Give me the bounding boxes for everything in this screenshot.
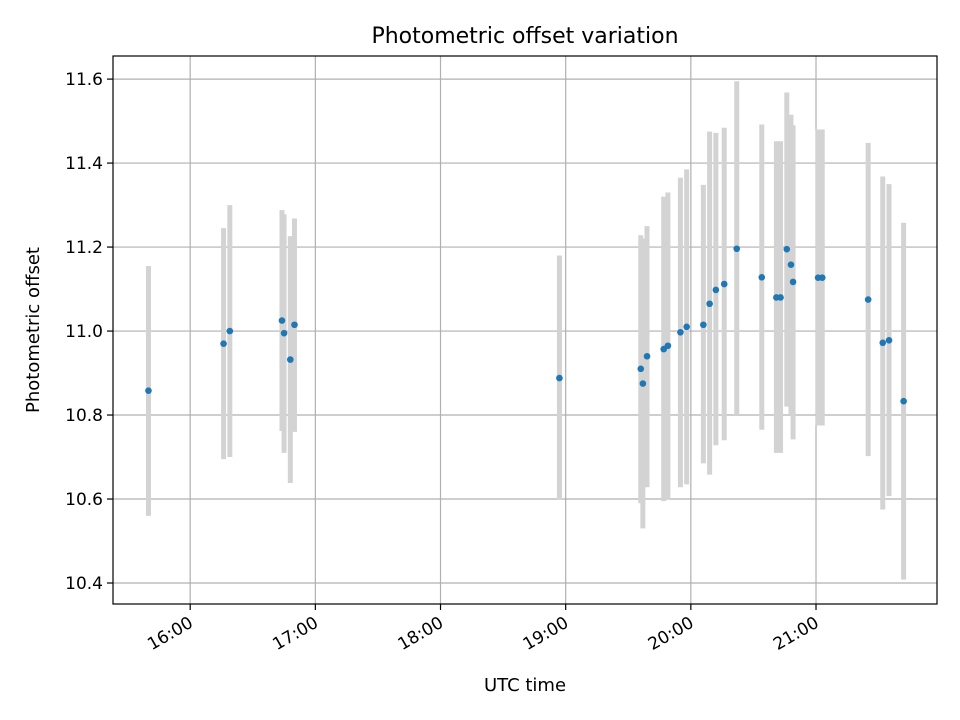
data-point <box>643 352 651 360</box>
data-point <box>818 274 826 282</box>
y-axis-label: Photometric offset <box>23 247 44 413</box>
grid <box>113 56 937 604</box>
data-point <box>664 342 672 350</box>
y-tick-label: 11.2 <box>65 238 103 258</box>
data-point <box>720 280 728 288</box>
x-tick-label: 17:00 <box>269 613 321 655</box>
y-tick-label: 11.4 <box>65 154 103 174</box>
data-point <box>900 397 907 405</box>
data-point <box>712 286 720 294</box>
data-point <box>145 387 152 394</box>
data-point <box>706 300 713 308</box>
data-point <box>226 327 234 335</box>
data-point <box>677 329 684 336</box>
x-tick-label: 16:00 <box>144 613 196 655</box>
y-tick-label: 10.4 <box>65 574 103 594</box>
error-bars <box>145 81 907 580</box>
x-axis-label: UTC time <box>484 675 566 696</box>
y-tick-label: 11.0 <box>65 322 103 342</box>
data-point <box>777 294 784 301</box>
data-point <box>733 245 741 253</box>
y-tick-label: 10.8 <box>65 406 103 426</box>
x-tick-label: 18:00 <box>395 613 447 655</box>
data-point <box>639 380 647 387</box>
data-point <box>287 356 294 363</box>
data-point <box>864 296 872 303</box>
y-tick-label: 10.6 <box>65 490 103 510</box>
data-point <box>278 317 286 324</box>
x-tick-label: 20:00 <box>645 613 697 655</box>
y-tick-label: 11.6 <box>65 70 103 90</box>
data-point <box>789 278 797 286</box>
data-point <box>783 245 791 253</box>
chart-title: Photometric offset variation <box>371 24 678 49</box>
data-point <box>879 339 887 347</box>
data-point <box>556 374 563 382</box>
x-tick-label: 21:00 <box>770 613 822 655</box>
data-point <box>885 336 893 344</box>
data-point <box>758 273 766 281</box>
data-point <box>280 329 288 337</box>
data-point <box>683 323 690 331</box>
x-tick-label: 19:00 <box>520 613 572 655</box>
data-point <box>787 261 795 269</box>
plot-frame <box>112 55 938 605</box>
data-point <box>291 321 298 329</box>
data-point <box>637 365 645 373</box>
data-points <box>145 245 907 405</box>
data-point <box>700 321 707 329</box>
data-point <box>220 340 227 347</box>
